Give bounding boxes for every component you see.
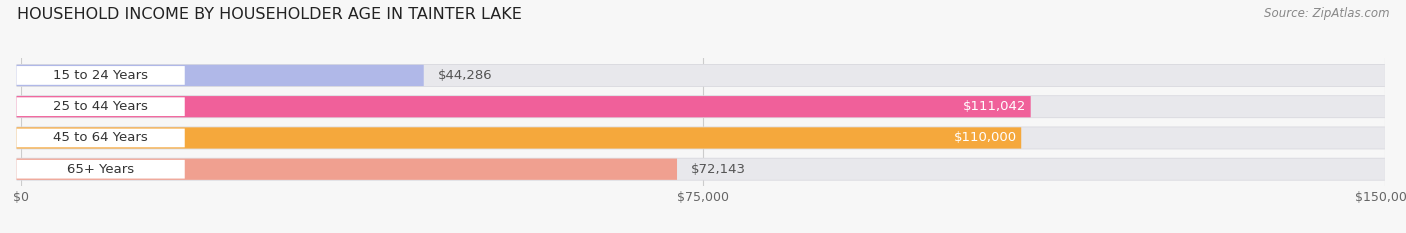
Text: $72,143: $72,143 — [690, 163, 745, 176]
Text: 25 to 44 Years: 25 to 44 Years — [53, 100, 148, 113]
FancyBboxPatch shape — [17, 127, 1021, 149]
Text: HOUSEHOLD INCOME BY HOUSEHOLDER AGE IN TAINTER LAKE: HOUSEHOLD INCOME BY HOUSEHOLDER AGE IN T… — [17, 7, 522, 22]
Text: 65+ Years: 65+ Years — [67, 163, 134, 176]
Text: $44,286: $44,286 — [437, 69, 492, 82]
FancyBboxPatch shape — [17, 127, 1385, 149]
Text: 45 to 64 Years: 45 to 64 Years — [53, 131, 148, 144]
FancyBboxPatch shape — [17, 64, 1385, 87]
FancyBboxPatch shape — [17, 97, 184, 116]
FancyBboxPatch shape — [17, 160, 184, 178]
FancyBboxPatch shape — [17, 66, 184, 85]
FancyBboxPatch shape — [17, 129, 184, 147]
FancyBboxPatch shape — [17, 65, 1385, 86]
FancyBboxPatch shape — [17, 158, 1385, 181]
FancyBboxPatch shape — [17, 65, 423, 86]
FancyBboxPatch shape — [17, 96, 1031, 117]
FancyBboxPatch shape — [17, 95, 1385, 118]
Text: 15 to 24 Years: 15 to 24 Years — [53, 69, 148, 82]
FancyBboxPatch shape — [17, 159, 678, 180]
FancyBboxPatch shape — [17, 127, 1385, 149]
FancyBboxPatch shape — [17, 159, 1385, 180]
FancyBboxPatch shape — [17, 96, 1385, 117]
Text: Source: ZipAtlas.com: Source: ZipAtlas.com — [1264, 7, 1389, 20]
Text: $110,000: $110,000 — [953, 131, 1017, 144]
Text: $111,042: $111,042 — [963, 100, 1026, 113]
